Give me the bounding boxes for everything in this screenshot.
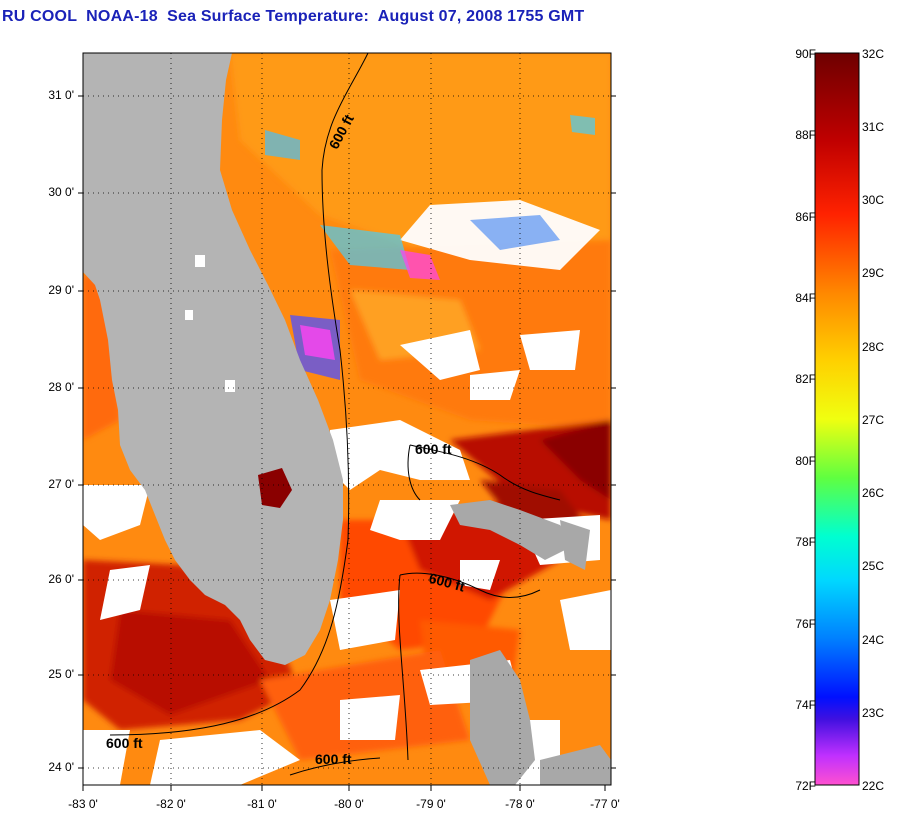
florida-land [83,53,343,665]
lon-label: -77 0' [590,797,620,811]
lat-label: 27 0' [48,477,74,491]
lon-label: -82 0' [156,797,186,811]
map-frame [82,52,612,786]
contour-label: 600 ft [315,751,352,767]
lon-label: -81 0' [247,797,277,811]
colorbar-f-label: 72F [795,779,816,793]
colorbar-frame [814,52,860,786]
colorbar-c-label: 23C [862,706,885,720]
lat-ticks [78,95,616,769]
colorbar-c-label: 27C [862,413,885,427]
lat-label: 24 0' [48,760,74,774]
graticule [83,53,611,785]
colorbar-f-label: 74F [795,698,816,712]
lon-label: -78 0' [505,797,535,811]
colorbar-c-label: 26C [862,486,885,500]
contour-label: 600 ft [106,735,143,751]
colorbar-f-label: 86F [795,210,816,224]
lon-label: -80 0' [334,797,364,811]
colorbar-f-label: 90F [795,47,816,61]
colorbar-f-label: 78F [795,535,816,549]
colorbar-f-label: 88F [795,128,816,142]
lat-label: 29 0' [48,283,74,297]
lat-label: 25 0' [48,667,74,681]
lon-ticks [82,785,606,791]
colorbar-c-label: 29C [862,266,885,280]
lat-label: 28 0' [48,380,74,394]
colorbar-c-label: 32C [862,47,885,61]
lon-label: -79 0' [416,797,446,811]
map-plot-area [83,53,611,785]
colorbar-f-label: 84F [795,291,816,305]
colorbar-c-label: 24C [862,633,885,647]
colorbar-c-label: 31C [862,120,885,134]
lat-label: 30 0' [48,185,74,199]
colorbar [815,53,859,785]
contour-label: 600 ft [415,441,452,457]
colorbar-f-label: 82F [795,372,816,386]
colorbar-c-label: 30C [862,193,885,207]
colorbar-c-label: 28C [862,340,885,354]
colorbar-c-label: 25C [862,559,885,573]
bahamas-land [450,500,575,560]
colorbar-f-label: 76F [795,617,816,631]
bathymetry-contours [109,53,561,776]
page-title: RU COOL NOAA-18 Sea Surface Temperature:… [2,8,585,25]
lon-label: -83 0' [68,797,98,811]
colorbar-c-label: 22C [862,779,885,793]
lat-label: 31 0' [48,88,74,102]
lat-label: 26 0' [48,572,74,586]
colorbar-f-label: 80F [795,454,816,468]
